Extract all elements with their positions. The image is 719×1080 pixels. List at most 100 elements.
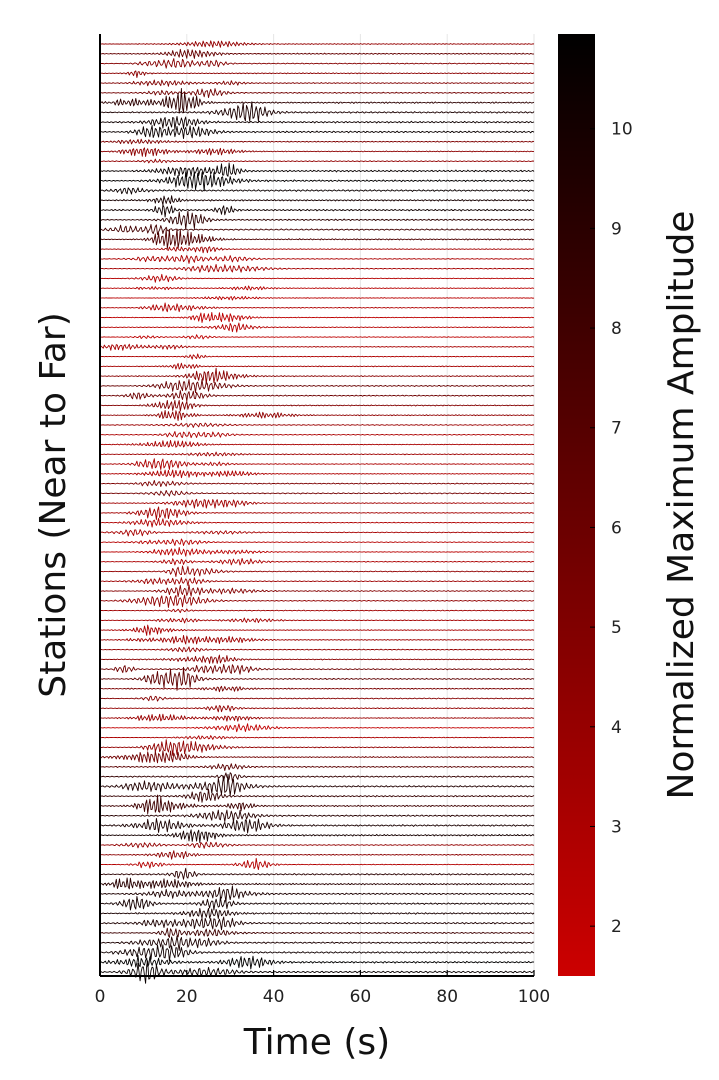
x-tick-label: 80 [436,987,458,1007]
colorbar-tick-label: 8 [611,319,622,339]
station-trace [100,125,535,140]
x-tick-label: 0 [95,987,106,1007]
colorbar-tick-label: 10 [611,120,633,140]
station-trace [99,458,534,470]
station-trace [99,907,535,920]
station-trace [99,246,535,254]
x-tick-label: 20 [176,987,198,1007]
station-trace [99,58,535,69]
station-trace [100,498,535,509]
station-trace [99,685,534,693]
station-trace [99,538,535,546]
station-trace [99,224,535,236]
station-trace [99,390,535,402]
colorbar-tick-label: 4 [611,718,622,738]
station-trace [99,944,535,962]
station-trace [100,772,535,782]
plot-axes [99,34,534,977]
station-trace [99,955,535,970]
station-trace [100,147,534,157]
station-trace [99,739,535,756]
station-trace [99,794,534,815]
station-trace [99,367,535,385]
station-trace [99,204,535,218]
colorbar-tick-label: 3 [611,817,622,837]
station-trace [99,867,535,880]
station-trace [99,334,535,340]
station-trace [99,115,535,130]
station-trace [99,285,535,291]
station-trace [100,624,535,636]
station-trace [99,322,535,333]
station-trace [99,87,535,113]
station-trace [100,40,535,48]
station-trace [99,138,535,145]
station-trace [99,362,535,370]
colorbar-title: Normalized Maximum Amplitude [661,211,702,800]
colorbar-ticks: 2 3 4 5 6 7 8 9 10 [590,120,633,937]
station-trace [99,773,535,797]
station-trace [99,750,535,764]
x-tick-label: 60 [350,987,372,1007]
colorbar-tick-label: 2 [611,917,622,937]
station-trace [99,666,535,691]
station-trace [99,557,535,566]
station-trace [99,353,535,360]
station-trace [99,617,535,624]
station-trace [99,695,535,702]
x-tick-label: 100 [518,987,550,1007]
station-trace [99,263,535,273]
station-trace [99,885,534,903]
station-trace [99,927,535,938]
x-axis-ticks: 0 20 40 60 80 100 [95,970,550,1007]
station-trace [99,254,535,264]
station-trace [99,158,535,164]
station-trace [99,343,534,351]
station-trace [99,713,535,722]
station-trace [99,594,535,608]
station-trace [99,311,535,323]
station-trace [99,788,535,803]
station-trace [99,634,535,645]
station-trace [99,273,535,283]
station-trace [99,547,535,557]
station-trace [99,608,535,614]
station-trace [99,763,535,771]
station-trace [100,422,534,428]
station-trace [100,646,535,653]
colorbar [558,34,595,976]
station-trace [99,228,535,249]
station-trace [99,896,535,911]
station-trace [99,79,535,87]
station-trace [99,187,535,195]
station-trace [99,479,535,488]
x-tick-label: 40 [263,987,285,1007]
station-trace [99,469,535,479]
trace-series [99,40,535,984]
station-trace [99,399,534,412]
station-trace [99,489,534,497]
station-trace [100,565,535,577]
station-trace [99,935,535,951]
station-trace [99,378,535,394]
station-trace [99,850,535,860]
station-trace [99,517,535,528]
station-trace [100,48,535,59]
y-axis-title: Stations (Near to Far) [33,312,74,698]
station-trace [99,663,535,675]
station-trace [99,210,535,230]
station-trace [99,735,535,740]
station-trace [99,195,535,206]
station-trace [99,88,535,99]
station-trace [99,584,535,598]
station-trace [99,431,535,439]
station-trace [99,410,535,421]
station-trace [99,529,535,537]
station-trace [99,916,535,931]
colorbar-tick-label: 9 [611,219,622,239]
colorbar-tick-label: 5 [611,618,622,638]
station-trace [99,101,535,122]
station-trace [99,506,535,520]
station-trace [99,829,535,844]
